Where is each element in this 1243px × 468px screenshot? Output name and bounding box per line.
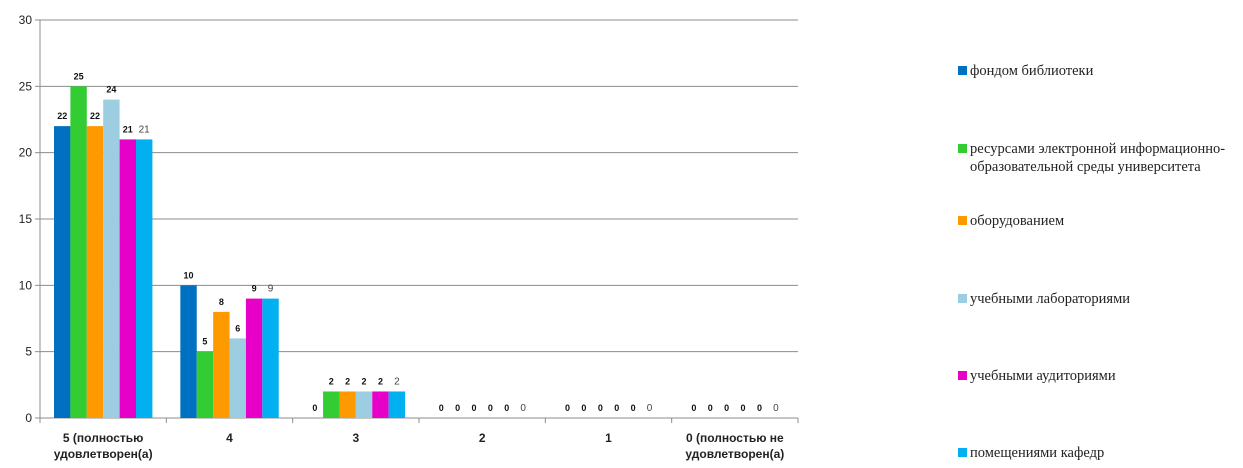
data-label: 2 bbox=[329, 376, 334, 386]
y-tick-label: 30 bbox=[19, 13, 33, 27]
x-tick-label-line: удовлетворен(а) bbox=[685, 447, 784, 461]
bar bbox=[180, 285, 197, 418]
y-tick-label: 20 bbox=[19, 146, 33, 160]
y-tick-label: 0 bbox=[25, 411, 32, 425]
data-label: 0 bbox=[565, 403, 570, 413]
bar bbox=[196, 351, 214, 418]
data-label: 2 bbox=[394, 376, 400, 387]
bar bbox=[70, 86, 87, 418]
legend-label: учебными лабораториями bbox=[970, 291, 1131, 307]
x-tick-label-line: 1 bbox=[605, 431, 612, 445]
x-tick-label: 5 (полностью удовлетворен(а) bbox=[54, 431, 153, 461]
bar bbox=[388, 391, 406, 418]
bar bbox=[372, 391, 389, 418]
legend-item: учебными лабораториями bbox=[958, 290, 1240, 308]
legend-swatch bbox=[958, 216, 967, 225]
bar bbox=[262, 298, 279, 418]
data-label: 0 bbox=[724, 403, 729, 413]
data-label: 21 bbox=[139, 124, 151, 135]
bar bbox=[245, 298, 263, 418]
bar bbox=[103, 99, 120, 418]
x-tick-label: 4 bbox=[226, 431, 233, 445]
data-label: 25 bbox=[74, 71, 84, 81]
data-label: 9 bbox=[268, 284, 274, 295]
data-label: 0 bbox=[471, 403, 476, 413]
data-label: 0 bbox=[520, 403, 526, 414]
x-tick-label: 1 bbox=[605, 431, 612, 445]
bar bbox=[323, 391, 340, 418]
legend-swatch bbox=[958, 294, 967, 303]
legend-label: учебными аудиториями bbox=[970, 368, 1116, 384]
data-label: 0 bbox=[439, 403, 444, 413]
bar bbox=[54, 126, 71, 418]
bar bbox=[339, 391, 356, 418]
data-label: 0 bbox=[614, 403, 619, 413]
legend-swatch bbox=[958, 144, 967, 153]
legend-swatch bbox=[958, 371, 967, 380]
legend-label: помещениями кафедр bbox=[970, 445, 1105, 461]
bar bbox=[229, 338, 246, 418]
data-label: 6 bbox=[235, 323, 240, 333]
y-tick-label: 15 bbox=[19, 212, 33, 226]
data-label: 0 bbox=[631, 403, 636, 413]
x-tick-label: 2 bbox=[479, 431, 486, 445]
x-tick-label-line: 3 bbox=[352, 431, 359, 445]
data-label: 2 bbox=[345, 376, 350, 386]
x-tick-label: 3 bbox=[352, 431, 359, 445]
data-label: 0 bbox=[312, 403, 317, 413]
data-label: 2 bbox=[362, 376, 367, 386]
y-tick-label: 10 bbox=[19, 278, 33, 292]
data-label: 5 bbox=[202, 337, 207, 347]
x-tick-label-line: удовлетворен(а) bbox=[54, 447, 153, 461]
legend-item: оборудованием bbox=[958, 212, 1240, 230]
legend-label: оборудованием bbox=[970, 213, 1065, 229]
data-label: 0 bbox=[581, 403, 586, 413]
legend-swatch bbox=[958, 448, 967, 457]
data-label: 0 bbox=[773, 403, 779, 414]
data-label: 22 bbox=[90, 111, 100, 121]
x-tick-label-line: 4 bbox=[226, 431, 233, 445]
data-label: 22 bbox=[57, 111, 67, 121]
data-label: 8 bbox=[219, 297, 224, 307]
data-label: 10 bbox=[184, 270, 194, 280]
legend-item: ресурсами электронной информационно-обра… bbox=[958, 140, 1240, 176]
data-label: 24 bbox=[106, 85, 116, 95]
legend-item: фондом библиотеки bbox=[958, 62, 1240, 80]
data-label: 0 bbox=[708, 403, 713, 413]
y-tick-label: 5 bbox=[25, 345, 32, 359]
legend-swatch bbox=[958, 66, 967, 75]
data-label: 0 bbox=[647, 403, 653, 414]
x-tick-label-line: 0 (полностью не bbox=[686, 431, 784, 445]
bar bbox=[119, 139, 136, 418]
data-label: 0 bbox=[691, 403, 696, 413]
bar bbox=[136, 139, 153, 418]
legend-label: фондом библиотеки bbox=[970, 63, 1094, 79]
data-label: 0 bbox=[741, 403, 746, 413]
data-label: 2 bbox=[378, 376, 383, 386]
data-label: 0 bbox=[488, 403, 493, 413]
x-tick-label-line: 2 bbox=[479, 431, 486, 445]
data-label: 21 bbox=[123, 124, 133, 134]
x-tick-label: 0 (полностью не удовлетворен(а) bbox=[685, 431, 784, 461]
data-label: 0 bbox=[455, 403, 460, 413]
legend-label: ресурсами электронной информационно-обра… bbox=[970, 141, 1226, 175]
bar bbox=[86, 126, 104, 418]
legend: фондом библиотеки ресурсами электронной и… bbox=[958, 0, 1243, 463]
data-label: 0 bbox=[504, 403, 509, 413]
legend-item: учебными аудиториями bbox=[958, 367, 1240, 385]
x-tick-label-line: 5 (полностью bbox=[63, 431, 144, 445]
bar bbox=[213, 311, 230, 418]
data-label: 9 bbox=[252, 284, 257, 294]
y-tick-label: 25 bbox=[19, 79, 33, 93]
bar bbox=[355, 391, 373, 418]
data-label: 0 bbox=[598, 403, 603, 413]
data-label: 0 bbox=[757, 403, 762, 413]
legend-item: помещениями кафедр bbox=[958, 444, 1240, 462]
